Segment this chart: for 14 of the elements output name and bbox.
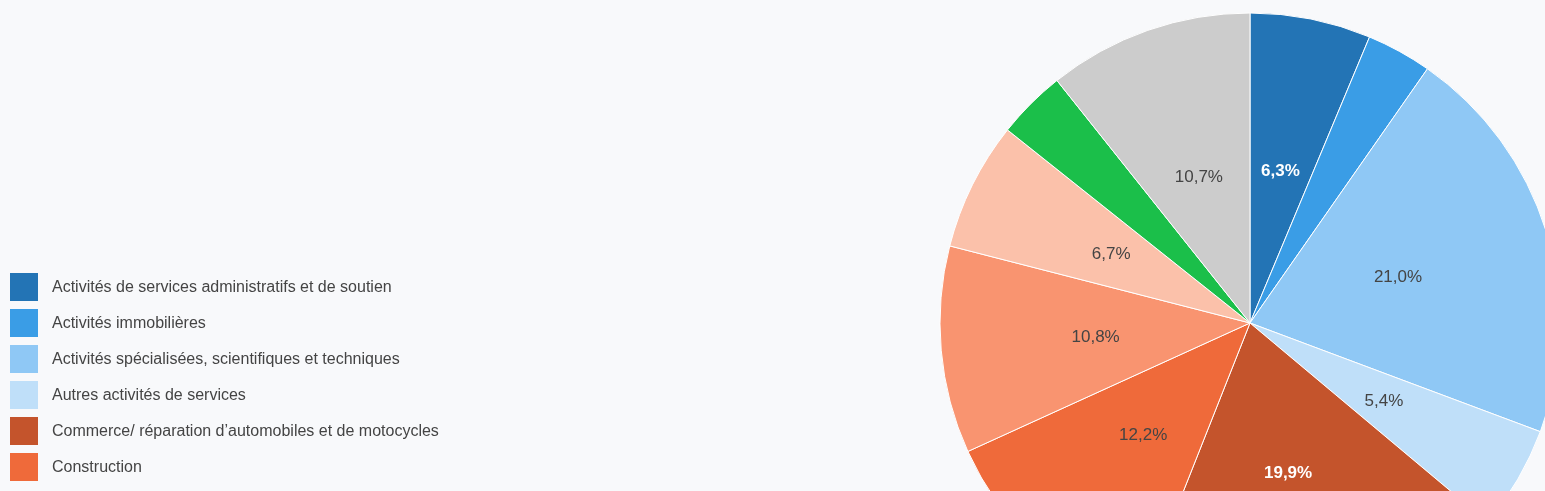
legend-label: Autres activités de services <box>52 386 246 403</box>
data-label: 6,7% <box>1091 243 1131 263</box>
legend-label: Activités spécialisées, scientifiques et techniques <box>52 350 400 367</box>
legend-label: Commerce/ réparation d’automobiles et de motocycles <box>52 422 439 439</box>
legend-label: Activités immobilières <box>52 314 206 331</box>
legend-label: Activités de services administratifs et de soutien <box>52 278 392 295</box>
data-label: 6,3% <box>1261 161 1300 181</box>
data-label: 21,0% <box>1373 266 1423 286</box>
data-label: 12,2% <box>1119 425 1168 445</box>
data-label: 10,7% <box>1174 166 1223 186</box>
data-label: 10,8% <box>1071 326 1120 346</box>
legend-label: Construction <box>52 458 142 475</box>
data-label: 19,9% <box>1263 463 1313 483</box>
data-label: 5,4% <box>1364 391 1404 411</box>
